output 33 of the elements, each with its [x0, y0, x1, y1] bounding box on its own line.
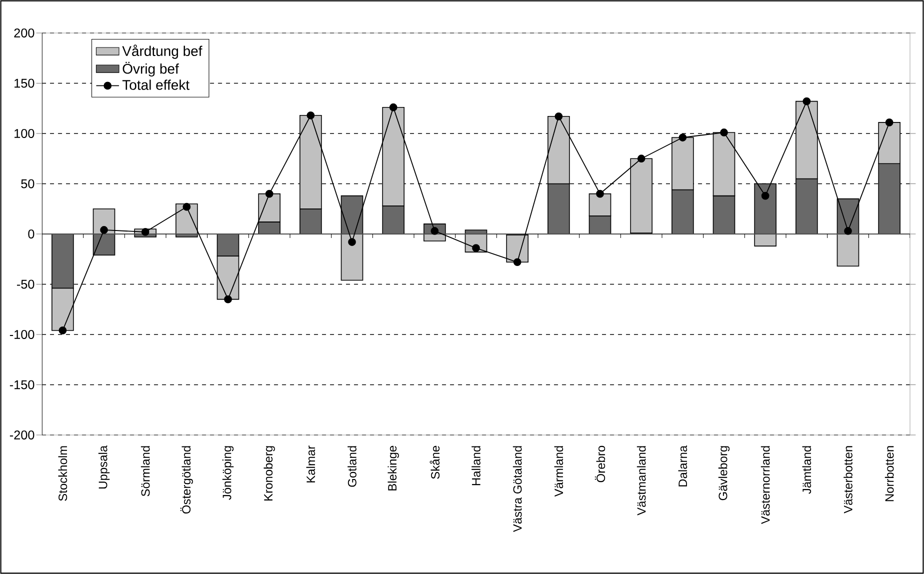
x-tick-label: Västerbotten: [844, 446, 852, 514]
y-tick-label: 100: [14, 129, 34, 138]
y-tick-label: -100: [10, 330, 34, 339]
y-tick-label: 150: [14, 78, 34, 88]
y-tick-label: -150: [10, 380, 34, 390]
y-tick-label: -200: [10, 430, 34, 440]
x-tick-label: Östergötland: [180, 446, 193, 514]
x-tick-label: Stockholm: [58, 446, 68, 501]
y-tick-label: 50: [21, 179, 34, 188]
y-tick-label: 200: [14, 28, 34, 38]
y-tick-label: 0: [28, 230, 34, 238]
x-tick-label: Kronoberg: [264, 446, 275, 500]
x-tick-label: Skåne: [430, 446, 440, 479]
x-tick-label: Örebro: [594, 446, 606, 482]
legend-label: Total effekt: [122, 80, 190, 90]
x-tick-label: Sörmland: [140, 446, 150, 496]
x-tick-label: Dalarna: [678, 445, 688, 486]
x-tick-label: Norrbotten: [884, 446, 894, 502]
x-tick-label: Gävleborg: [718, 446, 730, 500]
x-tick-label: Västernorrland: [760, 446, 770, 524]
x-tick-label: Kalmar: [306, 446, 316, 482]
x-tick-label: Blekinge: [388, 446, 399, 490]
x-tick-label: Gotland: [348, 446, 356, 487]
x-tick-label: Jämtland: [802, 446, 812, 494]
x-tick-label: Halland: [472, 446, 480, 486]
x-tick-label: Västmanland: [636, 446, 646, 516]
x-tick-label: Jönköping: [222, 446, 234, 500]
legend-label: Övrig bef: [122, 62, 179, 77]
x-tick-label: Värmland: [554, 446, 564, 497]
legend-label: Vårdtung bef: [122, 44, 202, 59]
y-tick-label: -50: [16, 280, 34, 289]
x-tick-label: Västra Götaland: [512, 446, 522, 532]
x-tick-label: Uppsala: [98, 445, 110, 488]
